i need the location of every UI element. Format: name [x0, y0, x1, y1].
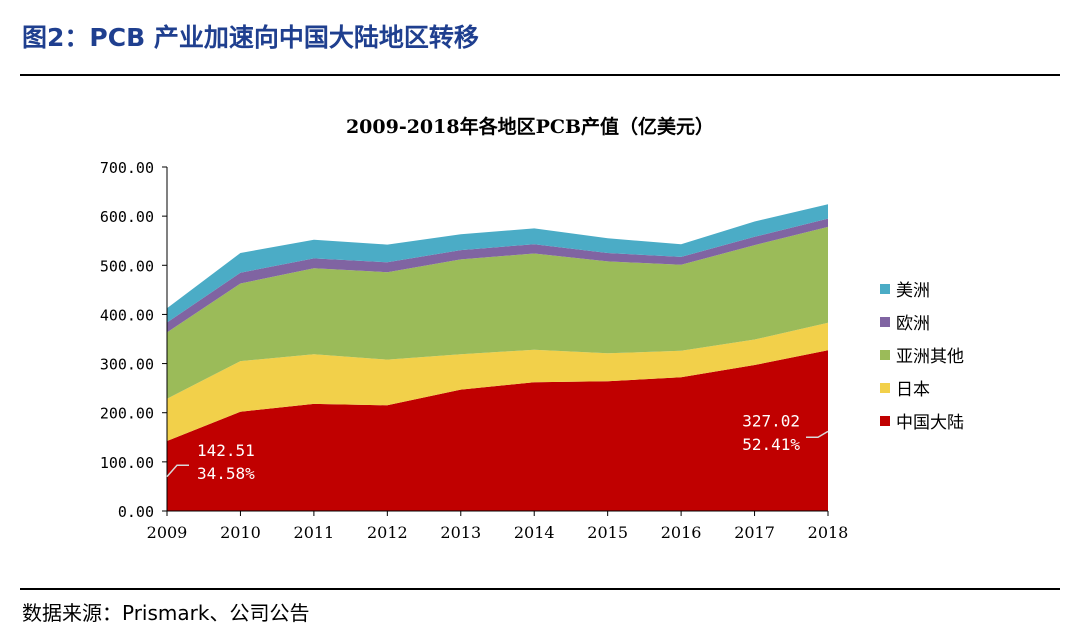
annotation-leader: [166, 464, 189, 478]
area-series-1: [167, 322, 828, 441]
annotation-leader: [806, 430, 829, 439]
x-tick-label: 2018: [808, 523, 849, 542]
x-tick-label: 2013: [440, 523, 481, 542]
chart-title: 2009-2018年各地区PCB产值（亿美元）: [346, 115, 714, 138]
top-rule: [20, 74, 1060, 76]
legend-item: 中国大陆: [880, 404, 964, 437]
legend-item: 美洲: [880, 272, 964, 305]
pcb-output-area-chart: 2009-2018年各地区PCB产值（亿美元） 0.00 100.00 200.00…: [100, 115, 849, 542]
data-source: 数据来源：Prismark、公司公告: [22, 601, 310, 625]
y-tick-label: 300.00: [100, 356, 154, 374]
y-tick-label: 500.00: [100, 257, 154, 275]
legend-item: 欧洲: [880, 305, 964, 338]
y-tick-label: 700.00: [100, 159, 154, 177]
y-tick-label: 400.00: [100, 306, 154, 324]
annotations: 142.51 34.58% 327.02 52.41%: [166, 411, 829, 483]
area-series-0: [167, 350, 828, 511]
y-tick-label: 200.00: [100, 405, 154, 423]
x-tick-label: 2011: [294, 523, 335, 542]
area-series-2: [167, 226, 828, 399]
x-tick-label: 2010: [220, 523, 261, 542]
x-tick-label: 2014: [514, 523, 555, 542]
bottom-rule: [20, 588, 1060, 590]
y-tick-label: 100.00: [100, 454, 154, 472]
legend-label: 中国大陆: [896, 413, 964, 433]
y-tick-label: 0.00: [118, 503, 154, 521]
legend-label: 美洲: [896, 281, 930, 301]
figure-title: 图2：PCB 产业加速向中国大陆地区转移: [22, 23, 479, 52]
annotation-value: 327.02: [742, 411, 800, 430]
legend-label: 欧洲: [896, 314, 930, 334]
x-tick-label: 2015: [587, 523, 628, 542]
legend-label: 日本: [896, 380, 930, 400]
legend-swatch: [880, 349, 890, 360]
x-axis: 2009 2010 2011 2012 2013 2014 2015 2016 2017 2018: [147, 510, 849, 542]
x-tick-label: 2009: [147, 523, 188, 542]
stacked-areas: [167, 204, 828, 511]
chart-legend: 美洲欧洲亚洲其他日本中国大陆: [880, 272, 964, 437]
legend-item: 亚洲其他: [880, 338, 964, 371]
x-tick-label: 2017: [734, 523, 775, 542]
x-tick-label: 2016: [661, 523, 702, 542]
legend-swatch: [880, 283, 890, 294]
y-axis: 0.00 100.00 200.00 300.00 400.00 500.00 600.00…: [100, 159, 168, 521]
y-tick-label: 600.00: [100, 208, 154, 226]
legend-label: 亚洲其他: [896, 347, 964, 367]
legend-swatch: [880, 382, 890, 393]
annotation-share: 52.41%: [742, 435, 800, 454]
annotation-value: 142.51: [197, 441, 255, 460]
legend-item: 日本: [880, 371, 964, 404]
legend-swatch: [880, 316, 890, 327]
annotation-share: 34.58%: [197, 464, 255, 483]
legend-swatch: [880, 415, 890, 426]
x-tick-label: 2012: [367, 523, 408, 542]
